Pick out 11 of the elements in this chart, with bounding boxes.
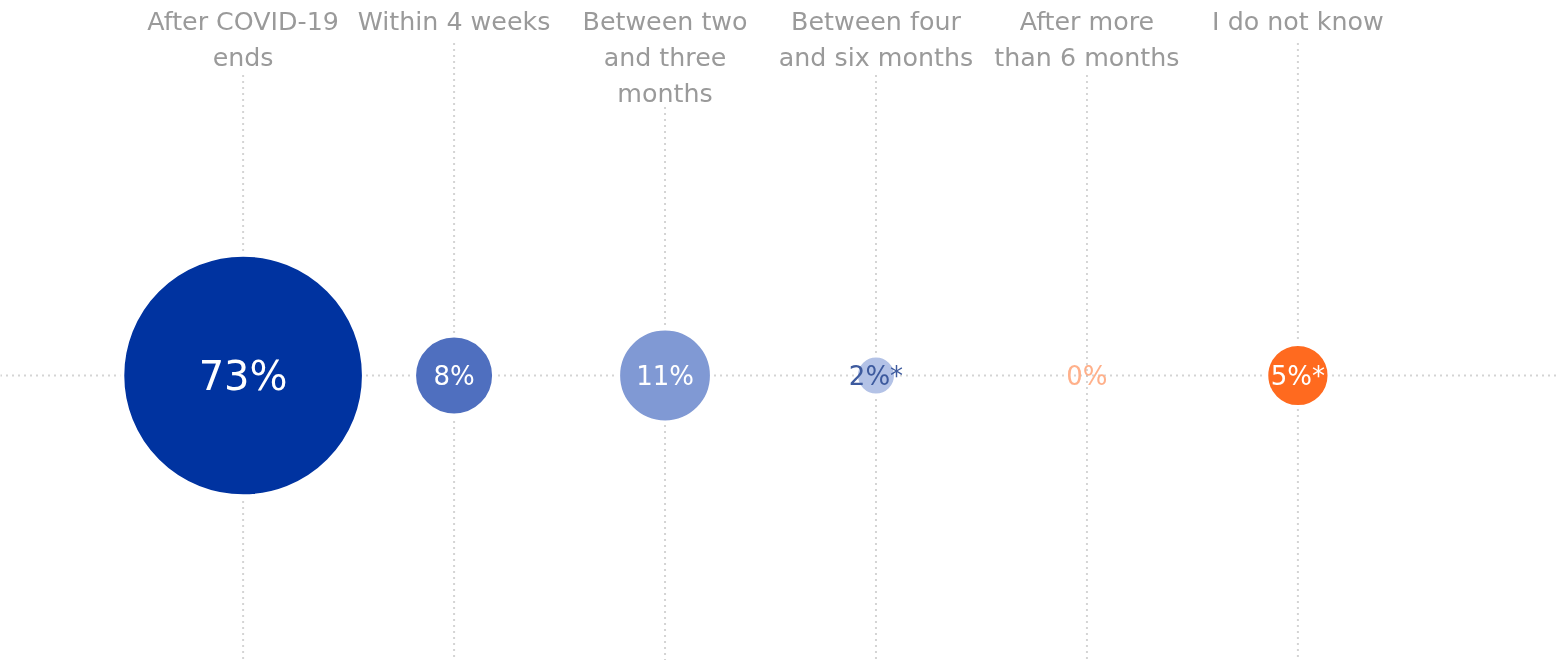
data-label: 5%* xyxy=(1270,360,1326,391)
category-label: After COVID-19 ends xyxy=(147,5,339,72)
category-label: I do not know xyxy=(1212,5,1384,36)
category-label: Between four and six months xyxy=(778,5,974,72)
data-label: 8% xyxy=(433,360,475,391)
category-label: Between two and three months xyxy=(582,5,748,108)
category-label: Within 4 weeks xyxy=(357,5,551,36)
data-label: 73% xyxy=(198,352,288,399)
data-label: 0% xyxy=(1066,360,1108,391)
data-label: 11% xyxy=(636,360,694,391)
category-label: After more than 6 months xyxy=(994,5,1180,72)
